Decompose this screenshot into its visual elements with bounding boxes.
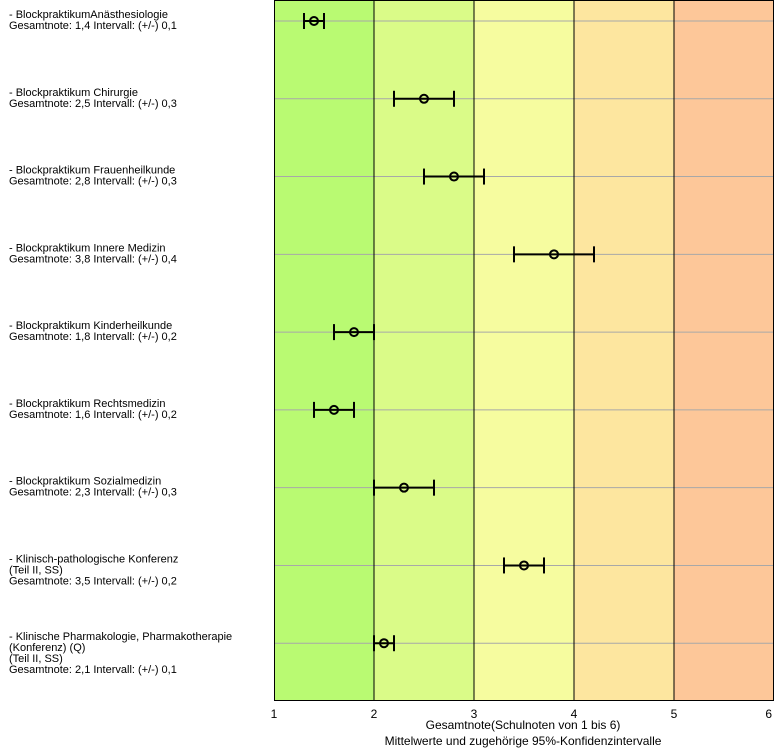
row-label-line: Gesamtnote: 2,1 Intervall: (+/-) 0,1 (9, 664, 177, 676)
row-label-line: - Blockpraktikum Innere Medizin (9, 242, 166, 254)
ci-marker (333, 324, 375, 341)
row-label: - Blockpraktikum Innere Medizin Gesamtnot… (9, 242, 177, 265)
row-label: - Blockpraktikum Chirurgie Gesamtnote: 2,… (9, 87, 177, 110)
row-label-line: - BlockpraktikumAnästhesiologie (9, 9, 168, 21)
grade-band-5 (674, 0, 774, 700)
confidence-intervals (303, 13, 595, 652)
row-label-line: - Blockpraktikum Sozialmedizin (9, 476, 161, 488)
ci-marker (423, 168, 485, 185)
row-label-line: Gesamtnote: 1,8 Intervall: (+/-) 0,2 (9, 331, 177, 343)
row-label-line: Gesamtnote: 2,3 Intervall: (+/-) 0,3 (9, 487, 177, 499)
x-tick-label: 6 (765, 707, 772, 721)
row-label-line: Gesamtnote: 3,5 Intervall: (+/-) 0,2 (9, 575, 177, 587)
row-label-line: (Konferenz) (Q) (9, 642, 85, 654)
mean-point (549, 249, 559, 260)
grade-band-1 (274, 0, 374, 700)
grid-lines (274, 0, 774, 701)
mean-point (309, 16, 319, 26)
plot-frame (274, 0, 774, 701)
mean-point (419, 93, 429, 104)
x-axis-subtitle: Mittelwerte und zugehörige 95%-Konfidenz… (385, 734, 662, 748)
grade-band-3 (474, 0, 574, 700)
x-tick-label: 4 (571, 707, 578, 721)
ci-marker (503, 557, 545, 574)
row-label-line: Gesamtnote: 1,6 Intervall: (+/-) 0,2 (9, 409, 177, 421)
row-label-line: Gesamtnote: 2,5 Intervall: (+/-) 0,3 (9, 98, 177, 110)
row-label: - BlockpraktikumAnästhesiologie Gesamtnot… (9, 9, 177, 32)
x-tick-label: 2 (371, 707, 378, 721)
x-axis-ticks: 1 2 3 4 5 6 (271, 707, 773, 721)
x-tick-label: 3 (471, 707, 478, 721)
row-label: - Blockpraktikum Kinderheilkunde Gesamtno… (9, 320, 177, 343)
row-labels: - BlockpraktikumAnästhesiologie Gesamtnot… (9, 9, 232, 676)
mean-point (449, 171, 459, 182)
mean-point (329, 404, 339, 415)
x-axis-label: Gesamtnote(Schulnoten von 1 bis 6) (426, 718, 621, 732)
mean-point (519, 560, 529, 571)
ci-marker (513, 246, 595, 263)
row-label: - Blockpraktikum Sozialmedizin Gesamtnote… (9, 476, 177, 499)
ci-marker (393, 90, 455, 107)
row-label-line: Gesamtnote: 2,8 Intervall: (+/-) 0,3 (9, 176, 177, 188)
row-label-line: - Klinisch-pathologische Konferenz (9, 553, 178, 565)
mean-point (349, 327, 359, 338)
ci-marker (313, 401, 355, 418)
ci-marker (373, 635, 395, 652)
row-label: - Blockpraktikum Frauenheilkunde Gesamtno… (9, 165, 177, 188)
grade-band-4 (574, 0, 674, 700)
x-tick-label: 1 (271, 707, 278, 721)
mean-point (399, 482, 409, 493)
ci-marker (373, 479, 435, 496)
row-label-line: - Blockpraktikum Rechtsmedizin (9, 398, 166, 410)
grade-bands (274, 0, 774, 700)
row-label-line: - Blockpraktikum Frauenheilkunde (9, 165, 175, 177)
row-label-line: - Klinische Pharmakologie, Pharmakothera… (9, 631, 232, 643)
row-label-line: Gesamtnote: 3,8 Intervall: (+/-) 0,4 (9, 253, 177, 265)
x-tick-label: 5 (671, 707, 678, 721)
row-label-line: - Blockpraktikum Kinderheilkunde (9, 320, 172, 332)
grade-band-2 (374, 0, 474, 700)
ci-marker (303, 13, 325, 29)
row-label-line: Gesamtnote: 1,4 Intervall: (+/-) 0,1 (9, 20, 177, 32)
row-label-line: - Blockpraktikum Chirurgie (9, 87, 138, 99)
row-label: - Klinische Pharmakologie, Pharmakothera… (9, 631, 232, 676)
mean-point (379, 638, 389, 649)
row-label-line: (Teil II, SS) (9, 564, 63, 576)
row-label-line: (Teil II, SS) (9, 653, 63, 665)
row-label: - Klinisch-pathologische Konferenz (Teil … (9, 553, 178, 587)
row-label: - Blockpraktikum Rechtsmedizin Gesamtnote… (9, 398, 177, 421)
